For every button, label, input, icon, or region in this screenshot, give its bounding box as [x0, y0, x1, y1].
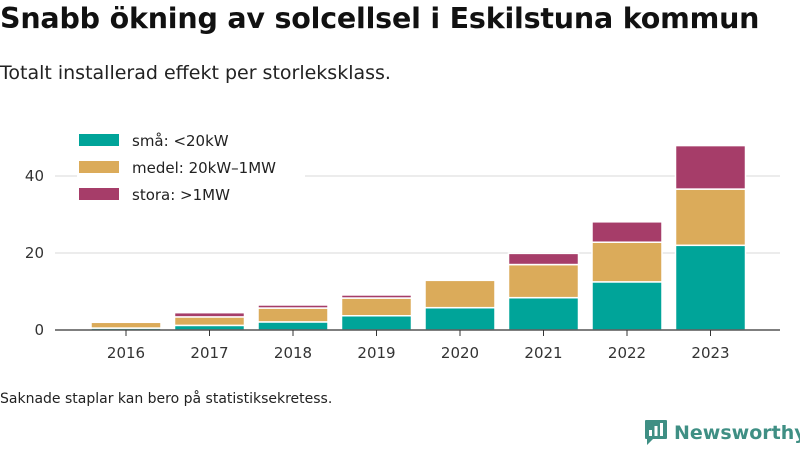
x-tick-label: 2020: [441, 344, 479, 362]
y-tick-label: 20: [25, 244, 44, 262]
legend-item-background: [77, 186, 305, 208]
bar-segment: [674, 188, 747, 247]
bar-segment: [674, 244, 747, 331]
bar-segment: [507, 263, 580, 299]
bar-segment: [340, 297, 413, 317]
footnote: Saknade staplar kan bero på statistiksek…: [0, 391, 333, 407]
y-tick-label: 40: [25, 167, 44, 185]
legend-item: små: <20kW: [77, 132, 305, 154]
bar-segment: [674, 144, 747, 190]
chart-subtitle: Totalt installerad effekt per storlekskl…: [0, 62, 391, 84]
bar-segment: [340, 315, 413, 331]
legend-label: medel: 20kW–1MW: [132, 159, 276, 177]
legend-item-background: [77, 159, 305, 181]
brand-logo: Newsworthy: [644, 419, 800, 446]
legend-swatch: [79, 134, 119, 146]
x-tick-label: 2023: [691, 344, 729, 362]
newsworthy-logo-icon: [645, 420, 667, 445]
y-tick-labels: 0 20 40: [25, 167, 44, 339]
bar-segment: [257, 304, 329, 309]
legend-item: stora: >1MW: [77, 186, 305, 208]
legend-swatch: [79, 161, 119, 173]
legend-item: medel: 20kW–1MW: [77, 159, 305, 181]
bar-stacks: [90, 144, 747, 331]
bar-stack-2019: [340, 294, 413, 331]
bar-segment: [340, 294, 413, 299]
bar-segment: [507, 296, 580, 331]
bar-stack-2022: [591, 221, 663, 331]
bar-stack-2016: [90, 321, 162, 331]
x-tick-label: 2019: [357, 344, 395, 362]
y-tick-label: 0: [34, 321, 44, 339]
bar-segment: [591, 281, 663, 331]
bar-stack-2021: [507, 252, 580, 331]
legend: små: <20kW medel: 20kW–1MW stora: >1MW: [77, 132, 305, 208]
x-tick-label: 2022: [608, 344, 646, 362]
bar-segment: [257, 307, 329, 323]
x-tick-label: 2021: [524, 344, 562, 362]
x-axis: 2016 2017 2018 2019 2020 2021 2022 2023: [55, 329, 780, 362]
x-tick-label: 2017: [190, 344, 228, 362]
bar-segment: [257, 321, 329, 331]
legend-label: stora: >1MW: [132, 186, 230, 204]
bar-segment: [591, 221, 663, 243]
bar-stack-2017: [173, 311, 246, 331]
bar-segment: [90, 321, 162, 329]
bar-stack-2023: [674, 144, 747, 331]
brand-name: Newsworthy: [674, 421, 800, 444]
bar-segment: [173, 316, 246, 327]
legend-item-background: [77, 132, 305, 154]
legend-label: små: <20kW: [132, 132, 229, 150]
legend-swatch: [79, 188, 119, 200]
chart-title: Snabb ökning av solcellsel i Eskilstuna …: [0, 2, 760, 35]
bar-segment: [424, 306, 496, 331]
bar-segment: [591, 241, 663, 283]
x-tick-label: 2018: [274, 344, 312, 362]
bar-segment: [173, 311, 246, 318]
x-tick-label: 2016: [107, 344, 145, 362]
bar-segment: [424, 279, 496, 309]
bar-stack-2020: [424, 279, 496, 331]
bar-segment: [507, 252, 580, 266]
stacked-bar-chart: 2016 2017 2018 2019 2020 2021 2022 2023 0 20 40 s…: [25, 132, 780, 362]
bar-stack-2018: [257, 304, 329, 331]
